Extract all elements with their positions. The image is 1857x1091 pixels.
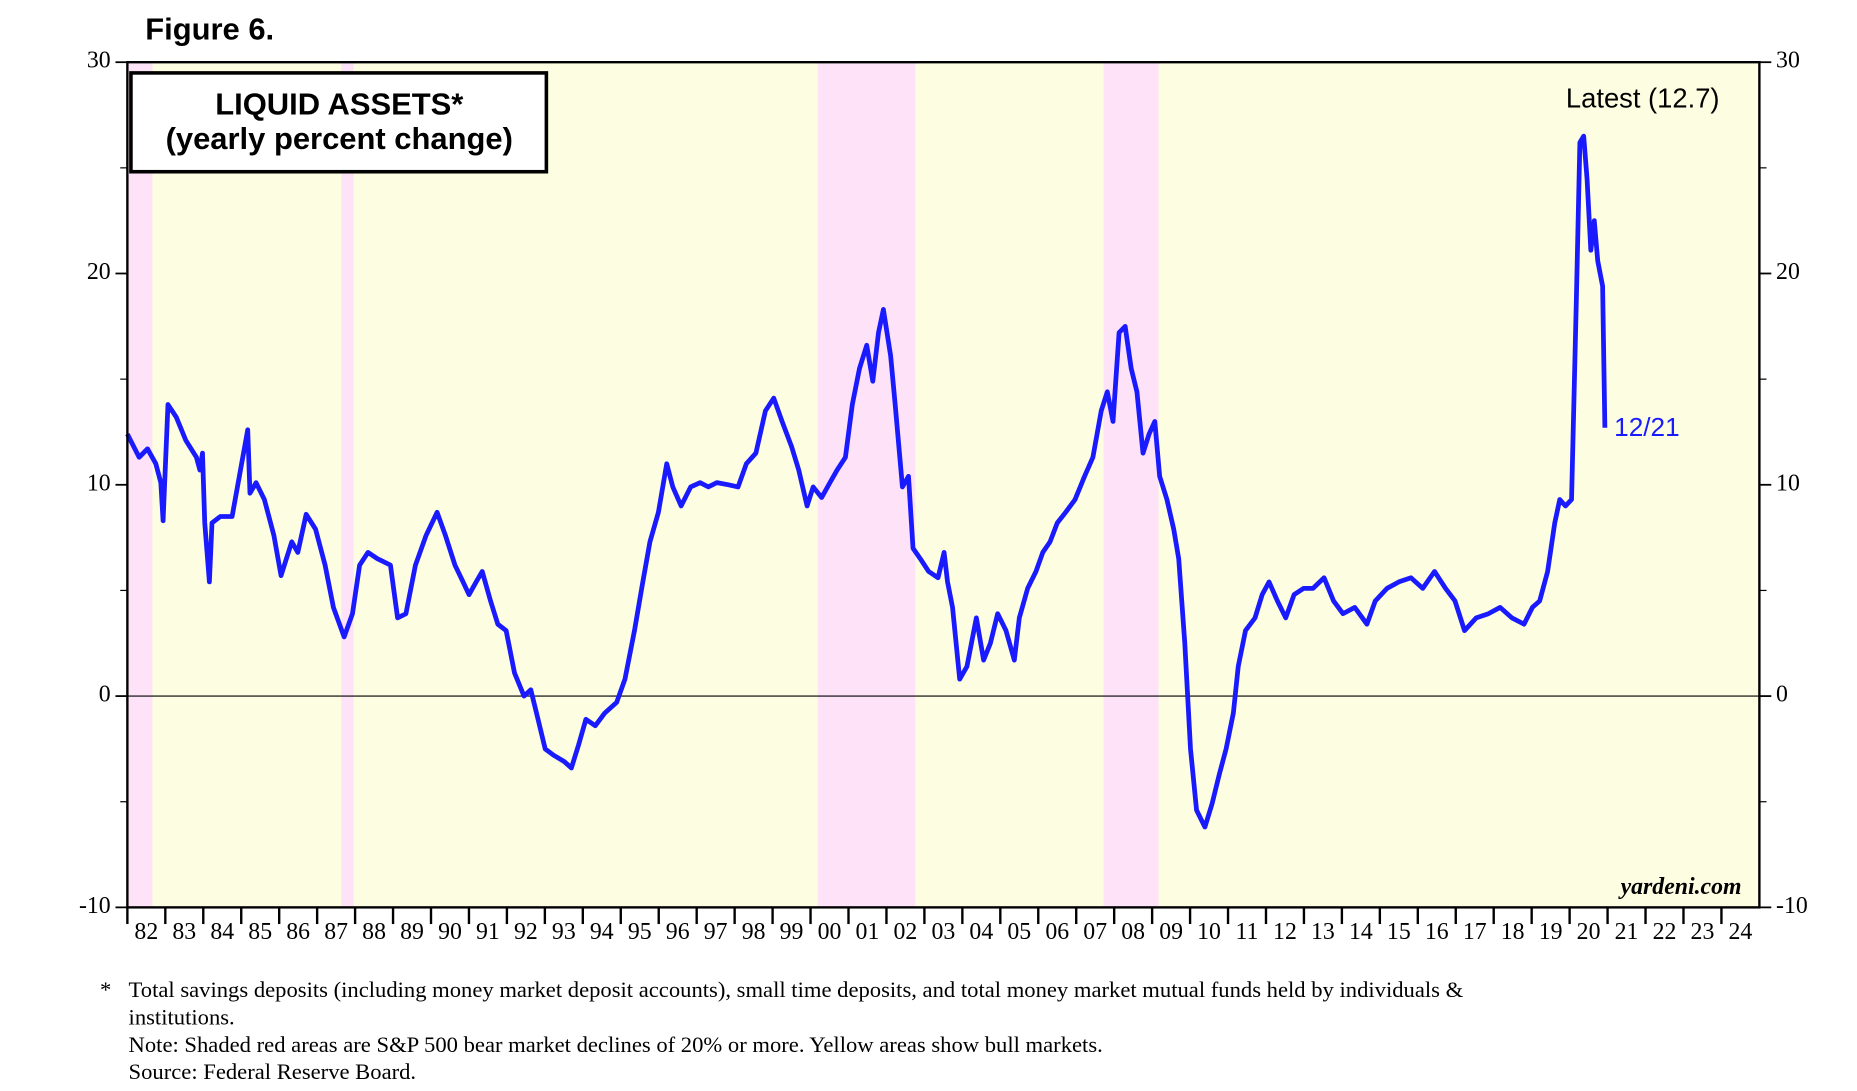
footnote-marker: * [100,977,111,1002]
chart-subtitle: (yearly percent change) [166,121,513,156]
bear-market-shade [341,62,354,908]
y2-tick-label: -10 [1776,893,1808,919]
x-tick-label: 06 [1045,919,1069,945]
bull-background [127,62,1760,908]
x-tick-label: 14 [1349,919,1373,945]
y2-tick-label: 10 [1776,470,1800,496]
x-tick-label: 15 [1387,919,1411,945]
x-tick-label: 02 [894,919,918,945]
x-tick-label: 85 [248,919,272,945]
x-tick-label: 04 [969,919,993,945]
x-tick-label: 03 [931,919,955,945]
x-tick-label: 94 [590,919,614,945]
x-tick-label: 19 [1539,919,1563,945]
x-tick-label: 07 [1083,919,1107,945]
y2-tick-label: 20 [1776,259,1800,285]
footnote: Source: Federal Reserve Board. [129,1059,417,1084]
end-label: 12/21 [1614,412,1680,442]
plot-frame [126,61,1761,909]
x-tick-label: 05 [1007,919,1031,945]
x-tick-label: 91 [476,919,500,945]
x-tick-label: 17 [1463,919,1487,945]
x-tick-label: 87 [324,919,348,945]
x-tick-label: 83 [172,919,196,945]
x-tick-label: 00 [818,919,842,945]
x-tick-label: 88 [362,919,386,945]
x-tick-label: 99 [780,919,804,945]
x-tick-label: 20 [1577,919,1601,945]
y-tick-label: 0 [99,682,111,708]
x-tick-label: 08 [1121,919,1145,945]
figure-label: Figure 6. [145,11,274,46]
footnote: Note: Shaded red areas are S&P 500 bear … [129,1032,1103,1057]
x-tick-label: 11 [1236,919,1259,945]
x-tick-label: 09 [1159,919,1183,945]
x-tick-label: 23 [1691,919,1715,945]
x-tick-label: 95 [628,919,652,945]
bear-market-shade [127,62,153,908]
x-tick-label: 82 [134,919,158,945]
title-box [129,71,549,174]
x-tick-label: 84 [210,919,234,945]
x-tick-label: 18 [1501,919,1525,945]
x-tick-label: 98 [742,919,766,945]
x-tick-label: 22 [1653,919,1677,945]
latest-label: Latest (12.7) [1566,83,1720,114]
chart-title: LIQUID ASSETS* [215,86,464,121]
data-line [125,133,1608,830]
bear-market-shade [1103,62,1159,908]
x-tick-label: 86 [286,919,310,945]
y2-tick-label: 30 [1776,48,1800,74]
x-tick-label: 97 [704,919,728,945]
source-mark: yardeni.com [1618,874,1742,900]
x-tick-label: 92 [514,919,538,945]
y-tick-label: 30 [87,48,111,74]
y-tick-label: -10 [79,893,111,919]
footnote: institutions. [129,1004,235,1029]
x-tick-label: 16 [1425,919,1449,945]
x-tick-label: 89 [400,919,424,945]
x-tick-label: 13 [1311,919,1335,945]
y-tick-label: 20 [87,259,111,285]
x-tick-label: 01 [856,919,880,945]
x-tick-label: 21 [1615,919,1639,945]
y-tick-label: 10 [87,470,111,496]
y2-tick-label: 0 [1776,682,1788,708]
x-tick-label: 12 [1273,919,1297,945]
x-tick-label: 90 [438,919,462,945]
x-tick-label: 10 [1197,919,1221,945]
x-tick-label: 93 [552,919,576,945]
footnote: Total savings deposits (including money … [129,977,1464,1002]
x-tick-label: 24 [1729,919,1753,945]
x-tick-label: 96 [666,919,690,945]
bear-market-shade [817,62,916,908]
